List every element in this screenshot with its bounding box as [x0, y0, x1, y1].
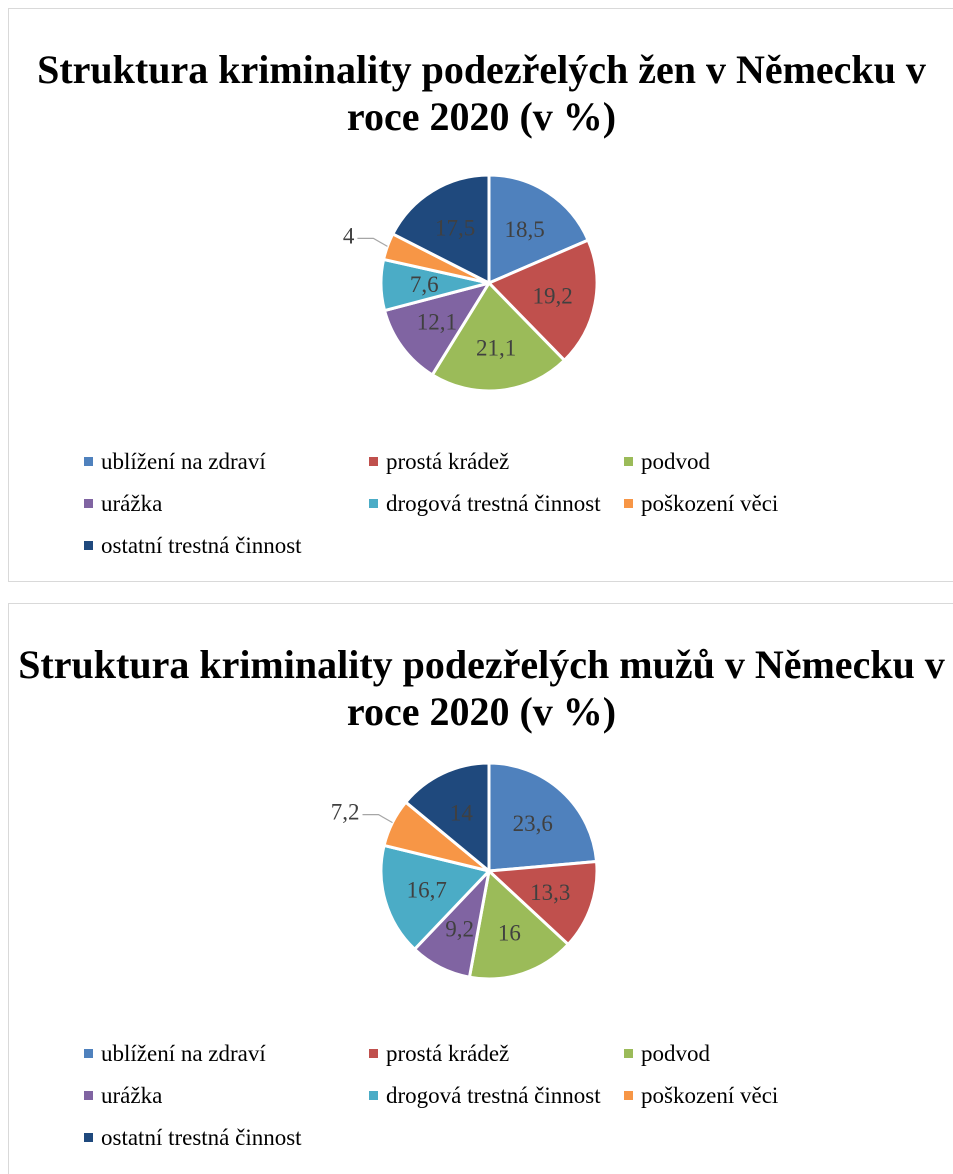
data-label-podvod: 16 [498, 921, 521, 946]
pie-slice-ostatni-trestna-cinnost [391, 173, 491, 285]
legend-item-prosta-kradez: prostá krádež [369, 1041, 509, 1067]
legend-swatch [369, 499, 378, 508]
data-label-ublizeni-na-zdravi: 23,6 [513, 811, 553, 836]
legend-item-poskozeni-veci: poškození věci [624, 491, 778, 517]
legend-item-ostatni-trestna-cinnost: ostatní trestná činnost [84, 1125, 302, 1151]
legend-item-urazka: urážka [84, 491, 162, 517]
pie-slice-drogova-trestna-cinnost [379, 843, 491, 951]
legend-swatch [624, 1049, 633, 1058]
legend-item-drogova-trestna-cinnost: drogová trestná činnost [369, 1083, 601, 1109]
legend-label: drogová trestná činnost [386, 1083, 601, 1108]
pie-slice-ublizeni-na-zdravi [487, 761, 599, 873]
leader-line-poskozeni-veci [357, 237, 388, 247]
pie-chart-svg: 18,5 19,2 21,1 12,1 7,6 4 17,5 [343, 173, 599, 393]
legend-swatch [369, 1091, 378, 1100]
pie-slice-podvod [430, 281, 566, 393]
pie-chart-svg: 23,6 13,3 16 9,2 16,7 7,2 14 [331, 761, 599, 981]
data-label-ostatni-trestna-cinnost: 17,5 [435, 216, 475, 241]
pie-slice-podvod [467, 869, 570, 981]
data-label-poskozeni-veci: 7,2 [331, 800, 360, 825]
legend-swatch [624, 499, 633, 508]
data-label-poskozeni-veci: 4 [343, 223, 355, 248]
chart-panel-women: Struktura kriminality podezřelých žen v … [8, 8, 953, 582]
legend-swatch [84, 541, 93, 550]
legend-item-drogova-trestna-cinnost: drogová trestná činnost [369, 491, 601, 517]
pie-slice-ostatni-trestna-cinnost [404, 761, 491, 873]
legend-label: ublížení na zdraví [101, 449, 266, 474]
legend-swatch [84, 1133, 93, 1142]
legend-label: ostatní trestná činnost [101, 533, 302, 558]
legend-item-urazka: urážka [84, 1083, 162, 1109]
legend-label: ublížení na zdraví [101, 1041, 266, 1066]
legend-swatch [84, 1091, 93, 1100]
legend-item-prosta-kradez: prostá krádež [369, 449, 509, 475]
legend-item-ostatni-trestna-cinnost: ostatní trestná činnost [84, 533, 302, 559]
chart-title: Struktura kriminality podezřelých žen v … [37, 47, 926, 139]
data-label-urazka: 12,1 [417, 310, 457, 335]
data-label-urazka: 9,2 [445, 917, 474, 942]
legend-item-podvod: podvod [624, 1041, 710, 1067]
legend-swatch [84, 457, 93, 466]
legend-label: drogová trestná činnost [386, 491, 601, 516]
legend-label: prostá krádež [386, 449, 510, 474]
pie-chart-men: 23,6 13,3 16 9,2 16,7 7,2 14 [9, 754, 953, 1044]
legend-label: urážka [101, 491, 163, 516]
pie-chart-women: 18,5 19,2 21,1 12,1 7,6 4 17,5 [9, 166, 953, 456]
legend-item-ublizeni-na-zdravi: ublížení na zdraví [84, 1041, 266, 1067]
legend-label: urážka [101, 1083, 163, 1108]
chart-panel-men: Struktura kriminality podezřelých mužů v… [8, 603, 953, 1174]
legend-item-ublizeni-na-zdravi: ublížení na zdraví [84, 449, 266, 475]
legend-label: prostá krádež [386, 1041, 510, 1066]
legend-swatch [624, 1091, 633, 1100]
pie-slice-urazka [383, 281, 491, 377]
pie-slice-prosta-kradez [487, 238, 599, 362]
chart-title: Struktura kriminality podezřelých mužů v… [18, 642, 945, 734]
legend-swatch [624, 457, 633, 466]
legend-item-podvod: podvod [624, 449, 710, 475]
legend-label: podvod [641, 449, 710, 474]
legend-label: poškození věci [641, 491, 779, 516]
legend-label: podvod [641, 1041, 710, 1066]
data-label-podvod: 21,1 [476, 335, 516, 360]
legend-swatch [84, 1049, 93, 1058]
data-label-prosta-kradez: 13,3 [530, 880, 570, 905]
legend-item-poskozeni-veci: poškození věci [624, 1083, 778, 1109]
pie-slice-prosta-kradez [487, 860, 599, 946]
pie-slice-ublizeni-na-zdravi [487, 173, 590, 285]
legend-label: ostatní trestná činnost [101, 1125, 302, 1150]
data-label-prosta-kradez: 19,2 [532, 284, 572, 309]
data-label-drogova-trestna-cinnost: 16,7 [407, 877, 447, 902]
legend-swatch [369, 1049, 378, 1058]
data-label-drogova-trestna-cinnost: 7,6 [410, 272, 439, 297]
leader-line-poskozeni-veci [362, 813, 393, 824]
legend-label: poškození věci [641, 1083, 779, 1108]
legend-swatch [84, 499, 93, 508]
data-label-ublizeni-na-zdravi: 18,5 [504, 217, 544, 242]
legend-swatch [369, 457, 378, 466]
data-label-ostatni-trestna-cinnost: 14 [450, 800, 474, 825]
